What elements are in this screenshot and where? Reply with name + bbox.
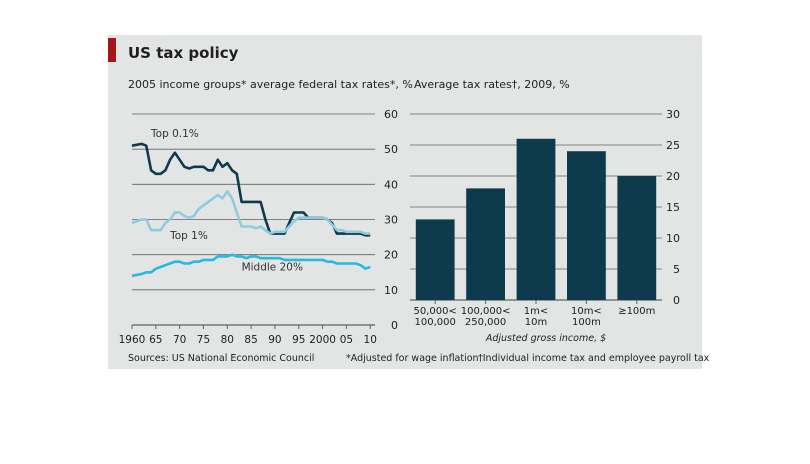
y-tick-label: 5 xyxy=(673,263,680,276)
bar-4 xyxy=(617,176,657,300)
y-tick-label: 10 xyxy=(384,284,398,297)
x-tick-label: 2000 xyxy=(309,334,336,346)
y-tick-label: 10 xyxy=(666,232,680,245)
footnote-tax-definition: †Individual income tax and employee payr… xyxy=(478,353,710,364)
y-tick-label: 25 xyxy=(666,139,680,152)
series-line-1 xyxy=(131,190,371,235)
bar-1 xyxy=(466,188,505,300)
y-tick-label: 20 xyxy=(384,249,398,262)
series-label: Middle 20% xyxy=(242,261,303,273)
bar-3 xyxy=(567,151,606,300)
footnote-wage-inflation: *Adjusted for wage inflation xyxy=(346,353,479,364)
y-tick-label: 0 xyxy=(673,294,680,307)
category-label: 250,000 xyxy=(465,317,506,328)
y-tick-label: 20 xyxy=(666,170,680,183)
accent-bar xyxy=(108,38,116,62)
x-tick-label: 75 xyxy=(197,334,210,346)
right-bar-chart: 0 5 10 15 20 25 30 50,000<100,000 100,000<250,00… xyxy=(410,108,680,344)
series-label: Top 0.1% xyxy=(150,128,199,140)
category-label: 1m< xyxy=(524,306,548,317)
category-label: 10m xyxy=(525,317,547,328)
category-label: 100m xyxy=(572,317,601,328)
category-label: 50,000< xyxy=(414,306,457,317)
category-label: 10m< xyxy=(571,306,602,317)
x-tick-label: 95 xyxy=(292,334,305,346)
y-tick-label: 60 xyxy=(384,108,398,121)
category-label: 100,000< xyxy=(461,306,511,317)
left-line-chart: 0 10 20 30 40 50 60 1960 65 70 75 80 85 90 95 2000 05 10 T… xyxy=(119,108,398,346)
x-tick-label: 90 xyxy=(268,334,281,346)
y-tick-label: 0 xyxy=(391,319,398,332)
series-label: Top 1% xyxy=(169,230,208,242)
x-tick-label: 1960 xyxy=(119,334,146,346)
y-tick-label: 50 xyxy=(384,143,398,156)
left-chart-title: 2005 income groups* average federal tax … xyxy=(128,78,413,91)
bar-0 xyxy=(415,219,455,300)
y-tick-label: 15 xyxy=(666,201,680,214)
x-tick-label: 80 xyxy=(221,334,234,346)
x-tick-label: 65 xyxy=(149,334,162,346)
x-tick-label: 70 xyxy=(173,334,186,346)
bar-2 xyxy=(516,138,556,300)
x-axis-label: Adjusted gross income, $ xyxy=(485,333,606,344)
figure-title: US tax policy xyxy=(128,44,239,62)
source-note: Sources: US National Economic Council xyxy=(128,353,314,364)
category-label: 100,000 xyxy=(415,317,456,328)
y-tick-label: 30 xyxy=(384,214,398,227)
y-tick-label: 40 xyxy=(384,178,398,191)
x-tick-label: 05 xyxy=(340,334,353,346)
x-tick-label: 85 xyxy=(244,334,257,346)
series-line-2 xyxy=(131,253,371,278)
y-tick-label: 30 xyxy=(666,108,680,121)
x-tick-label: 10 xyxy=(364,334,377,346)
right-chart-title: Average tax rates†, 2009, % xyxy=(414,78,570,91)
category-label: ≥100m xyxy=(618,306,655,317)
